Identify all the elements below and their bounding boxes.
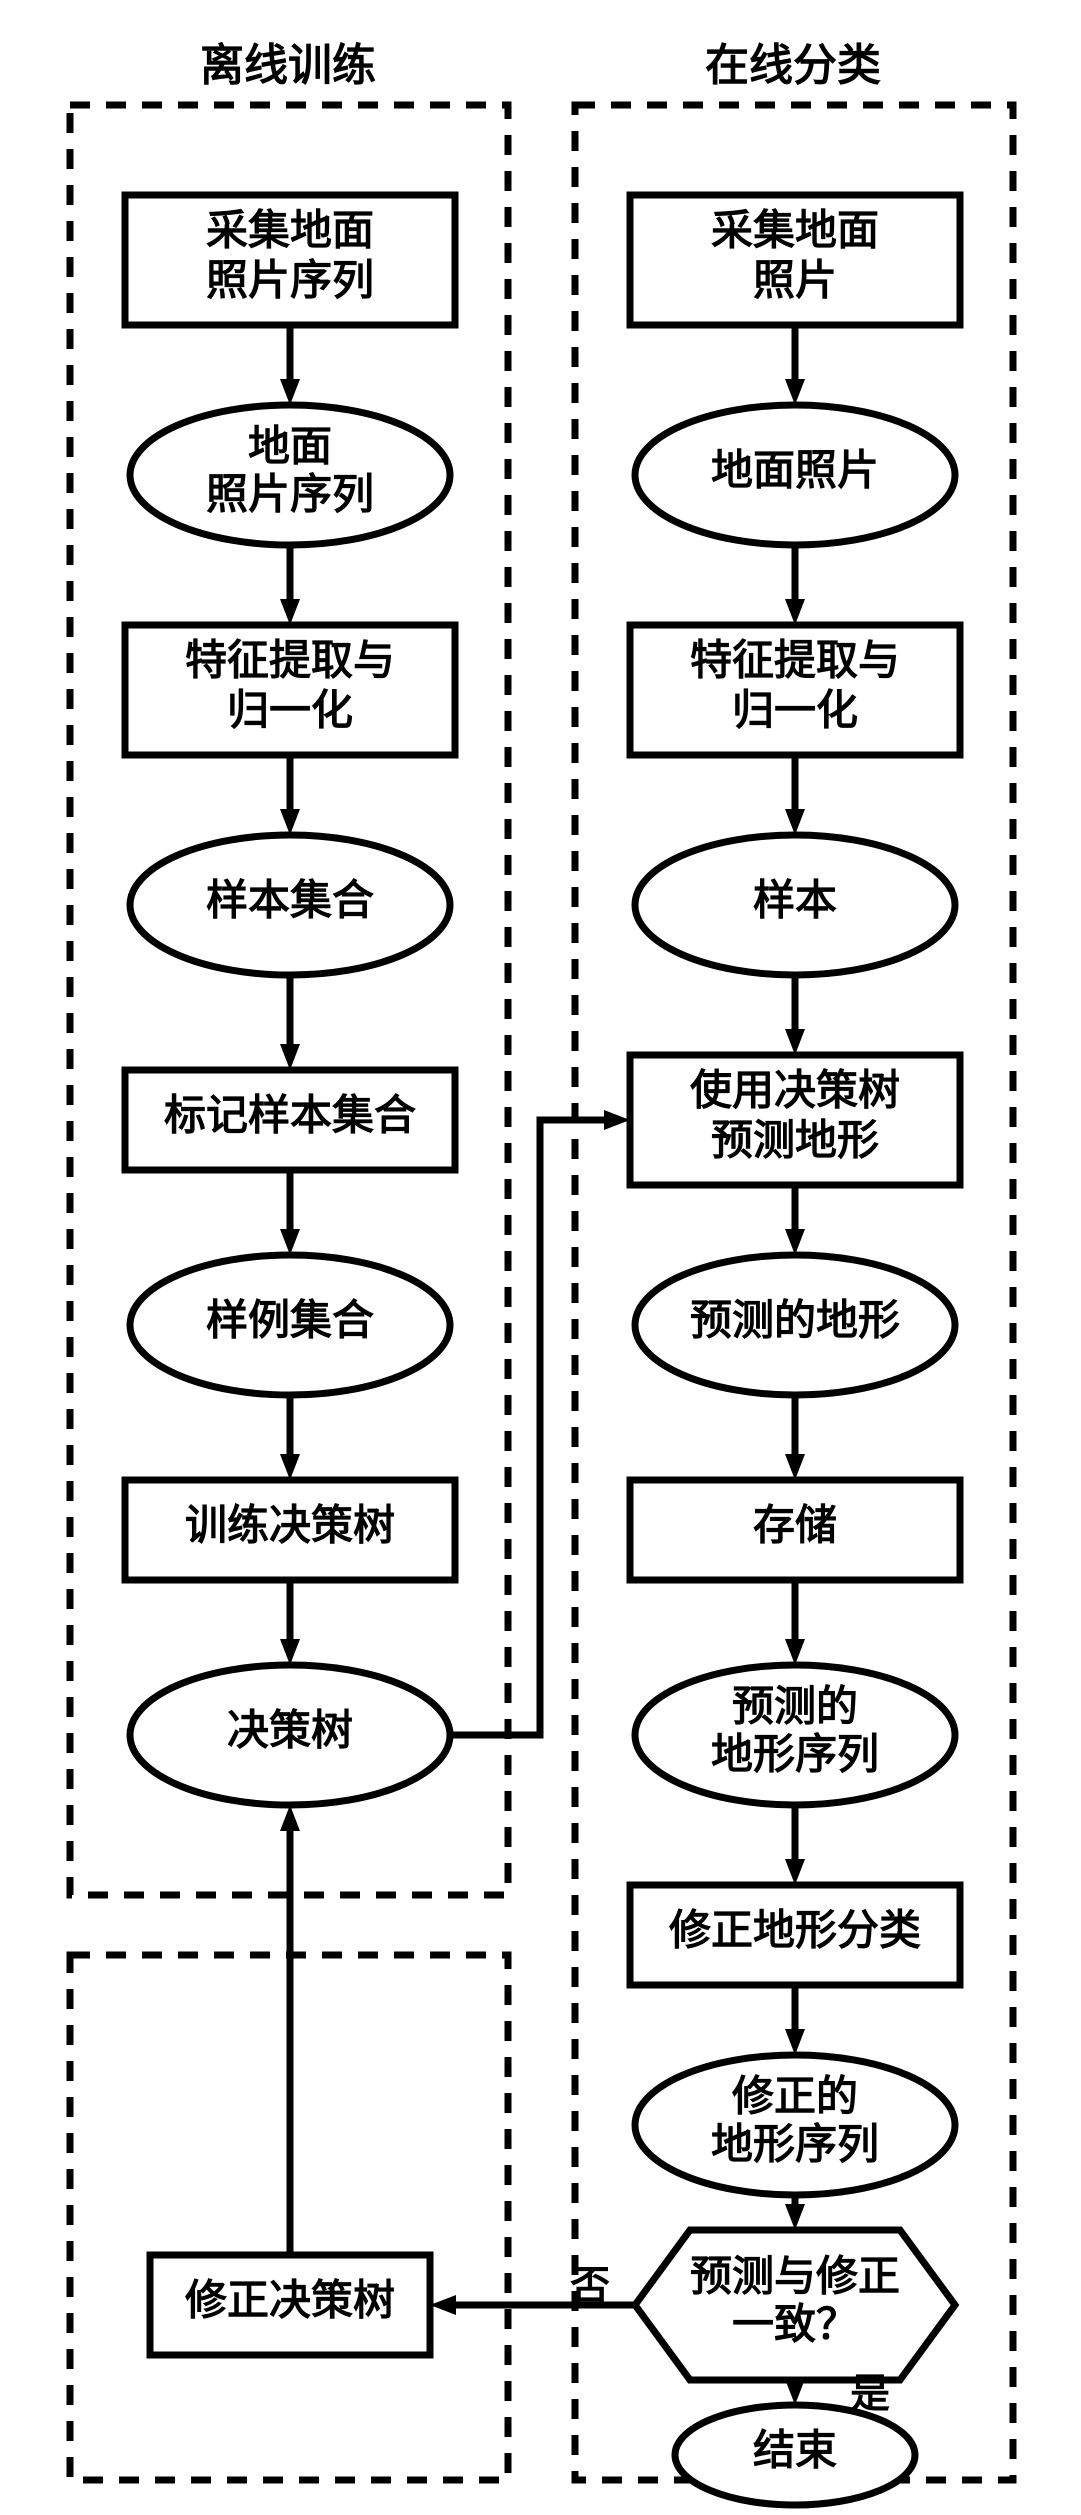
hex-R11-text: 预测与修正 xyxy=(690,2254,900,2301)
ellipse-END-text: 结束 xyxy=(753,2428,837,2475)
box-B1-text: 修正决策树 xyxy=(185,2278,395,2325)
ellipse-R6-text: 预测的地形 xyxy=(690,1298,900,1345)
box-L3-text: 归一化 xyxy=(227,688,353,735)
hex-R11-text: 一致？ xyxy=(732,2302,858,2349)
box-L1-text: 采集地面 xyxy=(206,208,374,255)
box-R3-text: 特征提取与 xyxy=(690,638,900,685)
ellipse-L2-text: 照片序列 xyxy=(206,472,374,519)
box-L3-text: 特征提取与 xyxy=(185,638,395,685)
box-R7-text: 存储 xyxy=(753,1503,837,1550)
ellipse-L2-text: 地面 xyxy=(248,424,332,471)
ellipse-L8-text: 决策树 xyxy=(227,1708,353,1755)
ellipse-L6-text: 样例集合 xyxy=(206,1298,374,1345)
ellipse-R2-text: 地面照片 xyxy=(711,448,879,495)
title-left: 离线训练 xyxy=(200,41,376,90)
title-right: 在线分类 xyxy=(705,41,881,90)
box-L5-text: 标记样本集合 xyxy=(164,1093,416,1140)
ellipse-R4-text: 样本 xyxy=(753,878,837,925)
box-R1-text: 照片 xyxy=(753,258,837,305)
box-R9-text: 修正地形分类 xyxy=(669,1908,921,1955)
box-R1-text: 采集地面 xyxy=(711,208,879,255)
ellipse-R10-text: 地形序列 xyxy=(711,2122,879,2169)
box-R5-text: 使用决策树 xyxy=(690,1068,900,1115)
edge-L8-R5 xyxy=(450,1120,604,1735)
ellipse-R8-text: 地形序列 xyxy=(711,1732,879,1779)
ellipse-L4-text: 样本集合 xyxy=(206,878,374,925)
box-R3-text: 归一化 xyxy=(732,688,858,735)
label-yes: 是 xyxy=(850,2371,890,2416)
box-L7-text: 训练决策树 xyxy=(185,1503,395,1550)
ellipse-R10-text: 修正的 xyxy=(732,2074,858,2121)
box-L1-text: 照片序列 xyxy=(206,258,374,305)
ellipse-R8-text: 预测的 xyxy=(732,1684,858,1731)
box-R5-text: 预测地形 xyxy=(711,1118,879,1165)
label-no: 否 xyxy=(570,2263,610,2308)
